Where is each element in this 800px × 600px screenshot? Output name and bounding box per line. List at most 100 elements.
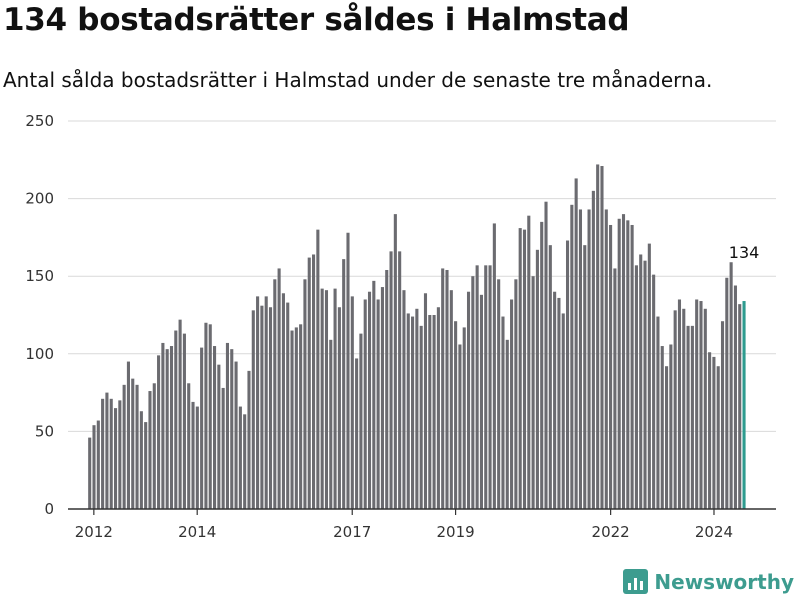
y-tick-label: 250	[25, 112, 54, 130]
bar	[243, 414, 247, 509]
bar	[613, 268, 617, 509]
bar	[208, 324, 212, 509]
bar	[411, 316, 415, 509]
bar	[591, 190, 595, 509]
bar	[126, 361, 130, 509]
bar	[324, 290, 329, 509]
brand-logo: Newsworthy	[623, 569, 794, 594]
bar	[144, 422, 148, 509]
bar	[522, 229, 527, 509]
bar	[621, 214, 626, 509]
bar	[733, 285, 737, 509]
bar	[699, 301, 703, 509]
bar	[169, 346, 174, 509]
x-tick-label: 2012	[75, 523, 113, 541]
bar	[355, 358, 359, 509]
bar	[583, 245, 587, 509]
bar	[286, 302, 290, 509]
bar	[634, 265, 638, 509]
bar	[510, 299, 514, 509]
bar	[436, 307, 440, 509]
bar	[514, 279, 518, 509]
y-tick-label: 50	[35, 422, 54, 440]
bar	[367, 291, 372, 509]
bar	[471, 276, 475, 509]
bar	[484, 265, 488, 509]
bar	[738, 304, 742, 509]
bar	[350, 296, 354, 509]
x-tick-label: 2019	[436, 523, 474, 541]
bar	[380, 287, 384, 509]
bar	[518, 228, 522, 509]
bar	[273, 279, 277, 509]
bar	[187, 383, 191, 509]
bar	[337, 307, 341, 509]
bar	[105, 392, 109, 509]
bar	[686, 325, 690, 509]
bar-highlight	[742, 301, 746, 509]
bar	[660, 346, 664, 509]
bar	[639, 254, 643, 509]
bar	[673, 310, 677, 509]
bar	[268, 307, 273, 509]
bar	[570, 204, 574, 510]
bar	[617, 218, 621, 509]
bar	[225, 342, 230, 509]
bar	[307, 257, 311, 509]
bar	[398, 251, 402, 510]
bar	[708, 352, 712, 509]
bar	[548, 245, 552, 509]
bar	[725, 277, 729, 509]
bar	[428, 315, 432, 509]
bar	[690, 325, 694, 509]
bar	[281, 293, 285, 509]
bar	[720, 321, 725, 509]
bar	[475, 265, 479, 509]
bar	[389, 251, 393, 510]
bar	[122, 384, 126, 509]
bar	[600, 166, 604, 509]
bar	[441, 268, 445, 509]
x-tick-label: 2024	[695, 523, 733, 541]
bar	[299, 324, 303, 509]
bar	[320, 288, 324, 509]
bar	[458, 344, 462, 509]
bar	[312, 254, 316, 509]
bar	[113, 408, 118, 509]
bar	[174, 330, 178, 509]
bars	[88, 164, 746, 510]
bar	[290, 330, 294, 509]
bar	[423, 293, 428, 509]
x-tick-label: 2017	[333, 523, 371, 541]
bar	[256, 296, 260, 509]
y-axis-ticks: 0 50 100 150 200 250	[25, 112, 54, 518]
bar	[540, 221, 544, 509]
bar	[385, 269, 389, 509]
bar	[251, 310, 255, 509]
bar	[557, 297, 561, 509]
bar	[561, 313, 565, 509]
bar	[488, 265, 492, 509]
bar	[462, 327, 466, 509]
bar	[643, 260, 647, 509]
bar	[587, 209, 591, 510]
bar	[677, 299, 682, 509]
bar	[234, 361, 238, 509]
bar	[195, 406, 199, 509]
bar	[393, 214, 397, 509]
bar	[712, 356, 716, 509]
bar	[376, 299, 380, 509]
bar	[359, 333, 363, 509]
bar	[535, 249, 539, 510]
bar	[406, 313, 410, 509]
bar	[492, 223, 496, 509]
bar	[652, 274, 656, 509]
bar	[346, 232, 350, 509]
bar	[415, 308, 419, 509]
bar	[596, 164, 600, 509]
bar	[238, 406, 242, 509]
bar	[329, 339, 333, 509]
bar	[118, 400, 122, 509]
bar	[703, 308, 707, 509]
